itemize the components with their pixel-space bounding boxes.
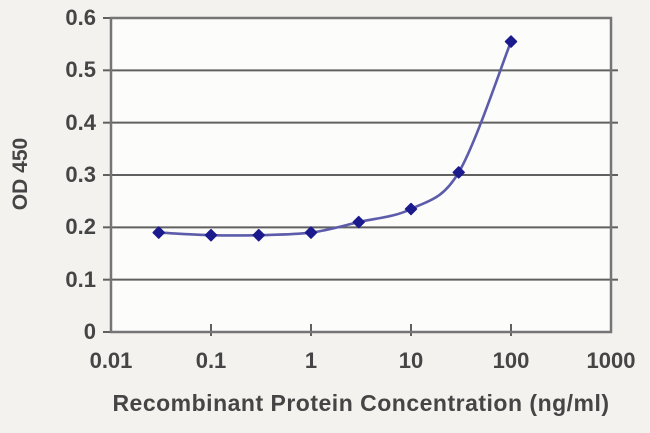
y-axis-title: OD 450 — [9, 137, 32, 211]
y-tick-label: 0.3 — [65, 162, 96, 187]
data-point-marker — [352, 215, 365, 229]
x-tick-label: 10 — [398, 348, 424, 373]
y-tick-label: 0.2 — [65, 214, 96, 240]
y-tick-label: 0.4 — [65, 109, 96, 135]
y-tick-label: 0.6 — [65, 5, 96, 30]
data-point-marker — [204, 228, 218, 242]
x-tick-label: 1 — [304, 348, 318, 373]
y-tick-label: 0 — [83, 319, 96, 344]
plot-frame — [109, 16, 613, 334]
y-tick-label: 0.5 — [65, 57, 96, 83]
data-point-marker — [452, 166, 465, 179]
y-tick-label: 0.1 — [65, 266, 96, 292]
x-tick-label: 1000 — [586, 348, 636, 373]
data-point-marker — [504, 35, 518, 48]
x-tick-label: 0.1 — [195, 348, 227, 373]
data-point-marker — [252, 228, 265, 242]
data-point-marker — [304, 226, 318, 239]
x-axis-title: Recombinant Protein Concentration (ng/ml… — [112, 390, 610, 416]
x-tick-label: 0.01 — [89, 348, 133, 373]
data-point-marker — [152, 226, 165, 239]
x-tick-label: 100 — [492, 348, 530, 373]
data-point-marker — [404, 202, 418, 216]
